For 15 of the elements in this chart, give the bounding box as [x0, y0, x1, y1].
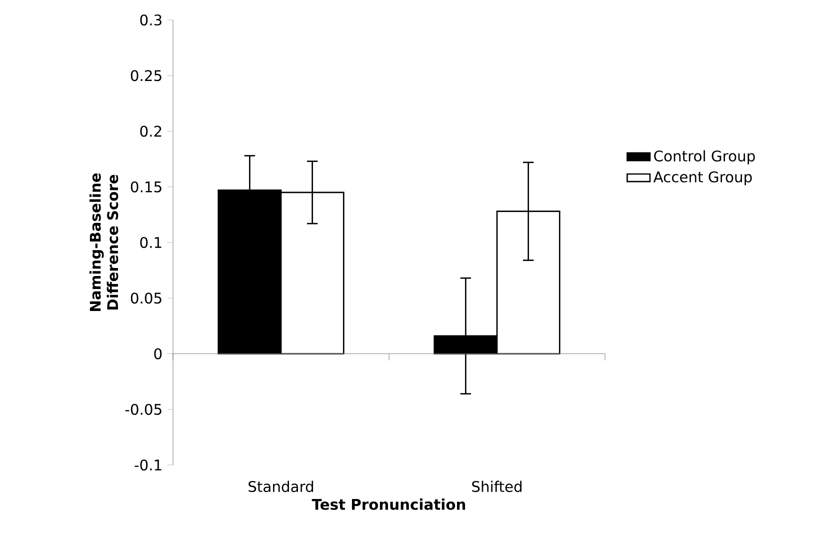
- y-tick-label: -0.05: [125, 404, 162, 415]
- y-tick-label: -0.1: [134, 459, 162, 471]
- y-tick-label: 0.05: [130, 292, 162, 304]
- legend-label: Control Group: [654, 150, 755, 164]
- x-tick-label: Shifted: [472, 480, 522, 492]
- y-tick-label: 0: [154, 348, 162, 360]
- x-axis-title: Test Pronunciation: [312, 498, 466, 510]
- y-axis-title: Naming-Baseline Difference Score: [89, 173, 118, 312]
- x-tick-label: Standard: [248, 480, 314, 492]
- legend-label: Accent Group: [653, 171, 752, 186]
- y-tick-label: 0.2: [140, 126, 162, 137]
- y-tick-label: 0.15: [130, 181, 162, 192]
- y-tick-label: 0.25: [130, 70, 162, 82]
- y-tick-label: 0.3: [140, 14, 162, 26]
- y-tick-label: 0.1: [140, 236, 162, 248]
